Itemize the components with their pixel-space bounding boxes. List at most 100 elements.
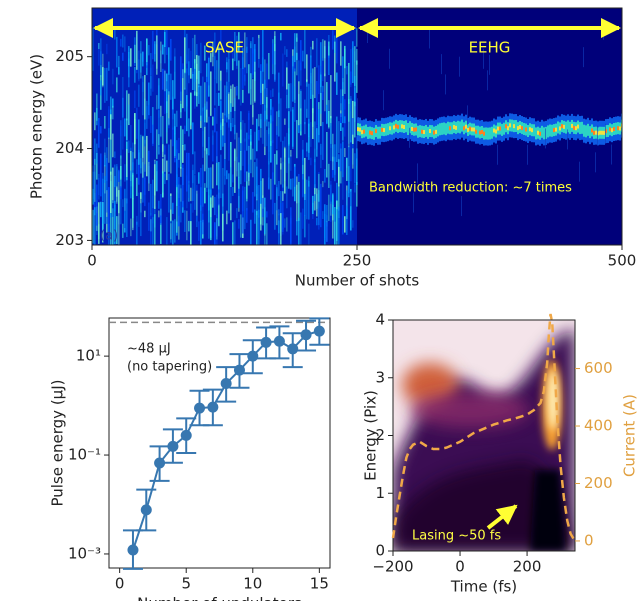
heatmap-texture: [244, 32, 246, 68]
heatmap-texture: [286, 67, 288, 90]
heatmap-texture: [298, 217, 300, 245]
heatmap-texture: [310, 46, 312, 58]
heatmap-texture: [108, 128, 110, 140]
heatmap-texture: [469, 126, 471, 131]
heatmap-texture: [292, 107, 294, 149]
heatmap-texture: [593, 130, 595, 135]
heatmap-texture: [619, 126, 621, 131]
heatmap-texture: [595, 130, 597, 135]
heatmap-texture: [344, 98, 346, 110]
heatmap-texture: [120, 120, 122, 159]
heatmap-texture: [527, 124, 529, 137]
heatmap-texture: [332, 204, 334, 239]
heatmap-texture: [258, 129, 260, 141]
heatmap-texture: [226, 59, 228, 97]
heatmap-texture: [304, 178, 306, 197]
heatmap-texture: [356, 28, 358, 47]
heatmap-texture: [234, 148, 236, 193]
y-tick-label: 3: [375, 368, 385, 386]
heatmap-texture: [238, 60, 240, 100]
heatmap-texture: [252, 48, 254, 75]
heatmap-texture: [539, 131, 541, 136]
heatmap-texture: [463, 126, 465, 131]
heatmap-texture: [427, 126, 429, 139]
heatmap-hotspot: [548, 370, 558, 430]
heatmap-texture: [421, 129, 423, 134]
heatmap-texture: [186, 152, 188, 192]
heatmap-texture: [198, 172, 200, 184]
heatmap-texture: [180, 125, 182, 169]
heatmap-texture: [340, 122, 342, 131]
heatmap-texture: [222, 213, 224, 242]
heatmap-texture: [116, 164, 118, 187]
heatmap-texture: [210, 167, 212, 194]
y-tick-label: 0: [375, 542, 385, 560]
heatmap-texture: [118, 171, 120, 214]
heatmap-texture: [114, 175, 116, 188]
heatmap-texture: [324, 204, 326, 245]
heatmap-texture: [212, 195, 214, 208]
region-label: EEHG: [469, 39, 511, 57]
heatmap-texture: [244, 150, 246, 182]
heatmap-texture: [218, 49, 220, 69]
heatmap-texture: [316, 188, 318, 217]
heatmap-texture: [236, 86, 238, 96]
heatmap-texture: [320, 66, 322, 73]
heatmap-texture: [609, 127, 611, 132]
heatmap-texture: [320, 183, 322, 228]
heatmap-texture: [328, 163, 330, 188]
heatmap-texture: [395, 123, 397, 128]
heatmap-texture: [340, 41, 342, 66]
heatmap-texture: [248, 64, 250, 94]
heatmap-texture: [212, 135, 214, 162]
heatmap-texture: [192, 122, 194, 155]
heatmap-texture: [176, 110, 178, 127]
heatmap-texture: [94, 112, 96, 131]
heatmap-texture: [114, 205, 116, 244]
heatmap-texture: [455, 125, 457, 130]
heatmap-texture: [270, 90, 272, 98]
heatmap-texture: [118, 190, 120, 214]
heatmap-texture: [290, 178, 292, 190]
x-tick-label: 0: [455, 558, 465, 576]
heatmap-texture: [252, 105, 254, 125]
marker: [207, 401, 219, 413]
heatmap-texture: [130, 48, 132, 67]
heatmap-texture: [312, 195, 314, 215]
heatmap-texture: [541, 125, 543, 138]
heatmap-texture: [92, 188, 94, 205]
heatmap-texture: [338, 166, 340, 187]
heatmap-texture: [180, 56, 182, 101]
heatmap-texture: [208, 167, 210, 211]
heatmap-texture: [182, 145, 184, 163]
heatmap-texture: [352, 148, 354, 169]
y2-tick-label: 600: [584, 359, 613, 377]
heatmap-texture: [144, 122, 146, 147]
heatmap-texture: [459, 56, 460, 77]
heatmap-texture: [184, 210, 186, 232]
heatmap-texture: [292, 178, 294, 197]
heatmap-texture: [495, 129, 497, 134]
heatmap-texture: [184, 65, 186, 90]
heatmap-texture: [138, 192, 140, 227]
heatmap-texture: [130, 150, 132, 187]
heatmap-texture: [172, 220, 174, 245]
heatmap-texture: [244, 123, 246, 142]
heatmap-texture: [136, 215, 138, 225]
heatmap-texture: [473, 127, 475, 132]
heatmap-texture: [192, 38, 194, 76]
heatmap-texture: [104, 67, 106, 103]
heatmap-texture: [431, 125, 433, 138]
heatmap-texture: [180, 167, 182, 177]
y2-tick-label: 400: [584, 417, 613, 435]
heatmap-texture: [290, 154, 292, 171]
heatmap-texture: [342, 56, 344, 90]
heatmap-texture: [174, 219, 176, 243]
heatmap-texture: [254, 71, 256, 102]
heatmap-texture: [180, 184, 182, 223]
y-tick-label: 10⁻¹: [68, 446, 101, 464]
heatmap-texture: [334, 156, 336, 176]
heatmap-texture: [202, 107, 204, 147]
heatmap-texture: [192, 74, 194, 91]
heatmap-image: [393, 320, 575, 551]
